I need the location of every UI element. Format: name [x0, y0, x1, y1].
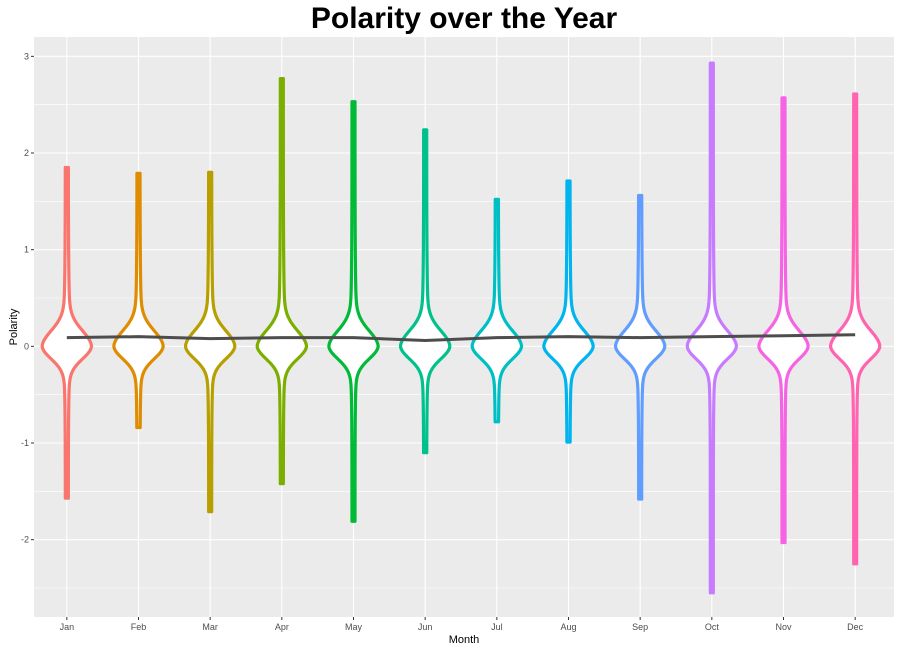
chart-title: Polarity over the Year	[311, 2, 618, 35]
x-axis-title: Month	[449, 634, 480, 646]
x-tick-label: Dec	[847, 622, 864, 632]
violin-jun	[398, 128, 452, 455]
x-tick-label: Oct	[705, 622, 720, 632]
violin-dec	[829, 92, 882, 566]
x-tick-label: Aug	[560, 622, 576, 632]
y-tick-label: 3	[24, 51, 29, 61]
x-tick-label: May	[345, 622, 363, 632]
violin-may	[327, 100, 380, 523]
violin-oct	[685, 61, 739, 595]
mean-trend-path	[66, 333, 856, 343]
violin-apr	[255, 76, 309, 486]
x-tick-label: Sep	[632, 622, 648, 632]
violin-jan	[40, 165, 94, 500]
violins	[40, 61, 882, 595]
mean-trend-line	[66, 333, 856, 343]
y-tick-label: 2	[24, 148, 29, 158]
y-tick-label: 1	[24, 245, 29, 255]
x-tick-label: Nov	[775, 622, 792, 632]
x-tick-label: Jun	[418, 622, 433, 632]
x-tick-label: Jan	[60, 622, 75, 632]
x-tick-label: Apr	[275, 622, 289, 632]
violin-nov	[757, 96, 810, 545]
x-tick-label: Mar	[202, 622, 218, 632]
violin-sep	[613, 193, 667, 501]
violin-aug	[542, 179, 595, 444]
violin-jul	[470, 197, 524, 424]
x-tick-label: Jul	[491, 622, 503, 632]
x-axis-ticks: Jan Feb Mar Apr May Jun Jul Aug Sep Oct Nov Dec	[60, 617, 864, 632]
y-axis-ticks: -2 -1 0 1 2 3	[21, 51, 34, 545]
plot-panel	[34, 37, 894, 617]
violin-feb	[112, 171, 165, 430]
y-tick-label: 0	[24, 341, 29, 351]
y-tick-label: -2	[21, 535, 29, 545]
y-axis-title: Polarity	[8, 308, 20, 345]
x-tick-label: Feb	[131, 622, 147, 632]
y-tick-label: -1	[21, 438, 29, 448]
violin-mar	[183, 170, 237, 514]
